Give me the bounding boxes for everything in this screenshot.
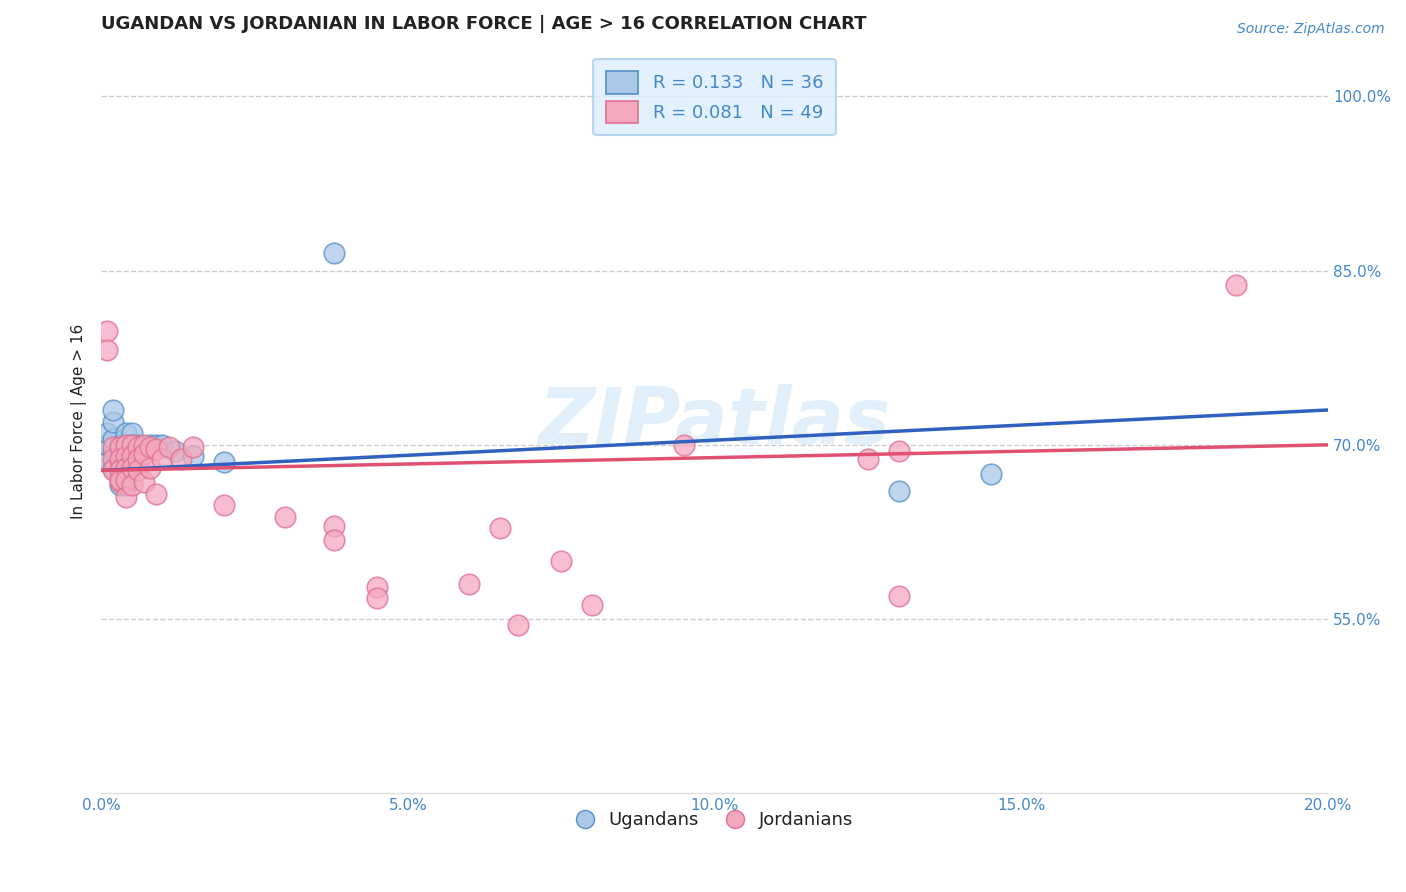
Point — [181, 440, 204, 454]
Text: Source: ZipAtlas.com: Source: ZipAtlas.com — [1237, 22, 1385, 37]
Y-axis label: In Labor Force | Age > 16: In Labor Force | Age > 16 — [72, 324, 87, 519]
Point — [132, 447, 155, 461]
Point — [139, 438, 162, 452]
Point — [856, 451, 879, 466]
Point — [103, 451, 125, 466]
Point — [114, 426, 136, 441]
Point — [121, 478, 143, 492]
Point — [96, 324, 118, 338]
Point — [157, 440, 180, 454]
Point — [103, 440, 125, 454]
Point — [170, 451, 193, 466]
Point — [108, 450, 131, 464]
Point — [1225, 277, 1247, 292]
Point — [114, 455, 136, 469]
Point — [323, 246, 346, 260]
Point — [980, 467, 1002, 481]
Point — [127, 450, 149, 464]
Point — [163, 443, 186, 458]
Point — [323, 519, 346, 533]
Point — [127, 463, 149, 477]
Point — [108, 438, 131, 452]
Point — [103, 415, 125, 429]
Text: ZIPatlas: ZIPatlas — [538, 384, 891, 459]
Point — [887, 589, 910, 603]
Point — [121, 461, 143, 475]
Point — [887, 484, 910, 499]
Point — [103, 443, 125, 458]
Point — [108, 461, 131, 475]
Point — [132, 475, 155, 489]
Point — [145, 442, 167, 457]
Point — [458, 577, 481, 591]
Point — [274, 509, 297, 524]
Point — [181, 450, 204, 464]
Legend: Ugandans, Jordanians: Ugandans, Jordanians — [569, 804, 860, 837]
Point — [114, 438, 136, 452]
Point — [152, 438, 174, 452]
Point — [103, 463, 125, 477]
Point — [212, 498, 235, 512]
Point — [550, 554, 572, 568]
Point — [96, 426, 118, 441]
Point — [103, 403, 125, 417]
Point — [121, 450, 143, 464]
Point — [108, 451, 131, 466]
Point — [114, 490, 136, 504]
Point — [581, 598, 603, 612]
Point — [108, 443, 131, 458]
Point — [127, 438, 149, 452]
Point — [887, 443, 910, 458]
Point — [132, 443, 155, 458]
Point — [114, 450, 136, 464]
Point — [323, 533, 346, 547]
Point — [139, 461, 162, 475]
Point — [152, 451, 174, 466]
Point — [489, 521, 512, 535]
Point — [114, 478, 136, 492]
Point — [96, 455, 118, 469]
Point — [366, 580, 388, 594]
Point — [108, 473, 131, 487]
Point — [96, 438, 118, 452]
Point — [108, 475, 131, 489]
Point — [508, 618, 530, 632]
Point — [108, 440, 131, 454]
Point — [108, 478, 131, 492]
Point — [108, 455, 131, 469]
Text: UGANDAN VS JORDANIAN IN LABOR FORCE | AGE > 16 CORRELATION CHART: UGANDAN VS JORDANIAN IN LABOR FORCE | AG… — [101, 15, 866, 33]
Point — [108, 467, 131, 481]
Point — [108, 463, 131, 477]
Point — [212, 455, 235, 469]
Point — [114, 438, 136, 452]
Point — [96, 343, 118, 357]
Point — [121, 438, 143, 452]
Point — [366, 591, 388, 606]
Point — [114, 473, 136, 487]
Point — [145, 486, 167, 500]
Point — [145, 438, 167, 452]
Point — [103, 432, 125, 446]
Point — [121, 438, 143, 452]
Point — [127, 451, 149, 466]
Point — [114, 443, 136, 458]
Point — [121, 461, 143, 475]
Point — [139, 440, 162, 454]
Point — [121, 443, 143, 458]
Point — [132, 438, 155, 452]
Point — [103, 461, 125, 475]
Point — [127, 440, 149, 454]
Point — [114, 461, 136, 475]
Point — [121, 426, 143, 441]
Point — [672, 438, 695, 452]
